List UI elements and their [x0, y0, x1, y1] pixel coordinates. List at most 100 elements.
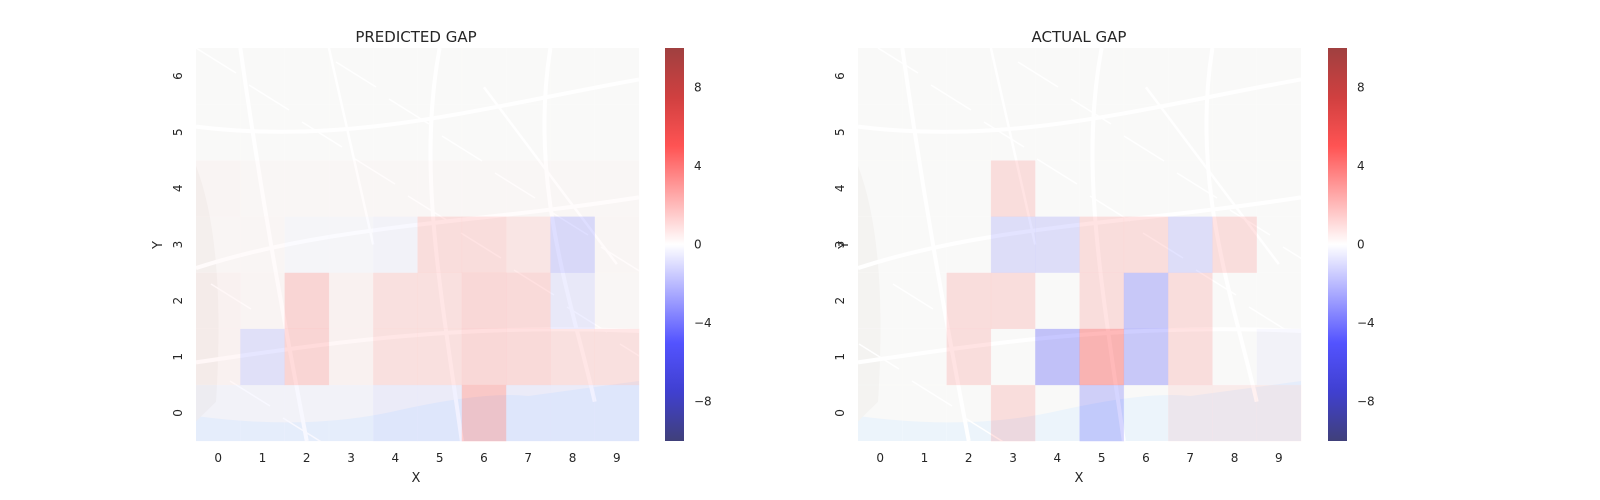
heatmap-cell-x3-y0	[328, 384, 374, 442]
y-tick-label: 6	[833, 72, 847, 80]
x-tick-label: 5	[436, 451, 444, 465]
heatmap-cell-x4-y0	[373, 384, 418, 442]
colorbar	[665, 48, 684, 441]
heatmap-cell-x8-y1	[550, 328, 595, 386]
heatmap-cell-x2-y3	[946, 216, 992, 273]
heatmap-cell-x1-y0	[240, 384, 285, 442]
heatmap-cell-x1-y1	[240, 328, 285, 386]
heatmap-cell-x1-y4	[902, 160, 947, 217]
heatmap-cell-x6-y3	[461, 216, 507, 273]
heatmap-cell-x3-y5	[990, 104, 1036, 161]
heatmap-cell-x1-y6	[240, 48, 285, 105]
x-tick-labels: 0 1 2 3 4 5 6 7 8 9	[214, 451, 620, 465]
x-tick-label: 9	[613, 451, 621, 465]
heatmap-cell-x8-y0	[1212, 384, 1257, 442]
colorbar-tick-label: −4	[694, 316, 712, 330]
heatmap-cell-x4-y6	[373, 48, 418, 105]
chart-title: PREDICTED GAP	[355, 28, 476, 46]
heatmap-cell-x1-y3	[902, 216, 947, 273]
heatmap-cell-x3-y4	[990, 160, 1036, 217]
x-tick-label: 5	[1098, 451, 1106, 465]
heatmap-cell-x5-y6	[1079, 48, 1125, 105]
heatmap-cell-x0-y4	[196, 160, 241, 217]
heatmap-cell-x6-y6	[461, 48, 507, 105]
x-tick-label: 6	[480, 451, 488, 465]
colorbar-tick-label: −4	[1357, 316, 1375, 330]
heatmap-cell-x6-y5	[461, 104, 507, 161]
heatmap-cell-x7-y0	[1168, 384, 1213, 442]
heatmap-cell-x0-y3	[858, 216, 903, 273]
heatmap-cell-x6-y5	[1123, 104, 1169, 161]
heatmap-cell-x7-y2	[1168, 272, 1213, 330]
colorbar-tick-labels: 8 4 0 −4 −8	[1357, 80, 1375, 408]
heatmap-cell-x9-y0	[594, 384, 640, 442]
y-tick-labels: 0 1 2 3 4 5 6	[171, 72, 185, 417]
x-tick-label: 9	[1275, 451, 1283, 465]
x-tick-labels: 0 1 2 3 4 5 6 7 8 9	[876, 451, 1282, 465]
heatmap-cell-x6-y1	[1123, 328, 1169, 386]
heatmap-cell-x3-y2	[328, 272, 374, 330]
heatmap-cell-x2-y2	[284, 272, 330, 330]
heatmap-cell-x0-y0	[196, 384, 241, 442]
y-tick-label: 5	[171, 128, 185, 136]
heatmap-cell-x2-y4	[946, 160, 992, 217]
x-tick-label: 2	[965, 451, 973, 465]
heatmap-cell-x9-y2	[594, 272, 640, 330]
x-tick-label: 4	[1054, 451, 1062, 465]
heatmap-cell-x2-y4	[284, 160, 330, 217]
heatmap-cell-x1-y2	[902, 272, 947, 330]
heatmap-cell-x8-y0	[550, 384, 595, 442]
heatmap-cell-x0-y0	[858, 384, 903, 442]
y-tick-label: 6	[171, 72, 185, 80]
heatmap-cell-x0-y1	[196, 328, 241, 386]
heatmap-cell-x6-y0	[461, 384, 507, 442]
heatmap-cell-x0-y5	[196, 104, 241, 161]
heatmap-cell-x5-y5	[1079, 104, 1125, 161]
heatmap-cell-x1-y4	[240, 160, 285, 217]
heatmap-cell-x2-y0	[946, 384, 992, 442]
chart-title: ACTUAL GAP	[1032, 28, 1127, 46]
heatmap-cell-x1-y5	[902, 104, 947, 161]
heatmap-cell-x5-y4	[417, 160, 463, 217]
heatmap-cell-x3-y3	[990, 216, 1036, 273]
heatmap-cell-x8-y2	[550, 272, 595, 330]
heatmap-cell-x7-y6	[506, 48, 551, 105]
y-tick-label: 2	[171, 297, 185, 305]
heatmap-cell-x3-y5	[328, 104, 374, 161]
heatmap-cell-x8-y4	[550, 160, 595, 217]
y-tick-label: 3	[833, 241, 847, 249]
heatmap-cell-x0-y6	[196, 48, 241, 105]
heatmap-cell-x4-y5	[373, 104, 418, 161]
heatmap-cell-x9-y4	[594, 160, 640, 217]
heatmap-cell-x6-y4	[1123, 160, 1169, 217]
heatmap-cell-x5-y2	[1079, 272, 1125, 330]
heatmap-cell-x0-y5	[858, 104, 903, 161]
heatmap-cell-x1-y5	[240, 104, 285, 161]
heatmap-cell-x9-y6	[1256, 48, 1302, 105]
heatmap-cell-x2-y5	[284, 104, 330, 161]
x-tick-label: 8	[569, 451, 577, 465]
heatmap-cell-x3-y2	[990, 272, 1036, 330]
heatmap-cell-x9-y3	[1256, 216, 1302, 273]
x-tick-label: 6	[1142, 451, 1150, 465]
heatmap-cell-x7-y4	[1168, 160, 1213, 217]
heatmap-cell-x7-y0	[506, 384, 551, 442]
y-tick-label: 4	[171, 185, 185, 193]
heatmap-cell-x8-y1	[1212, 328, 1257, 386]
heatmap-cell-x7-y5	[506, 104, 551, 161]
heatmap-cell-x8-y2	[1212, 272, 1257, 330]
heatmap-cell-x9-y1	[594, 328, 640, 386]
y-tick-label: 1	[171, 353, 185, 361]
heatmap-cell-x8-y3	[550, 216, 595, 273]
x-tick-label: 3	[1009, 451, 1017, 465]
heatmap-cell-x9-y1	[1256, 328, 1302, 386]
heatmap-cell-x3-y1	[328, 328, 374, 386]
heatmap-cell-x4-y3	[1035, 216, 1080, 273]
heatmap-cell-x1-y1	[902, 328, 947, 386]
x-tick-label: 4	[392, 451, 400, 465]
heatmap-cell-x4-y2	[373, 272, 418, 330]
heatmap-cell-x0-y2	[196, 272, 241, 330]
heatmap-cell-x7-y3	[1168, 216, 1213, 273]
heatmap-cell-x3-y1	[990, 328, 1036, 386]
